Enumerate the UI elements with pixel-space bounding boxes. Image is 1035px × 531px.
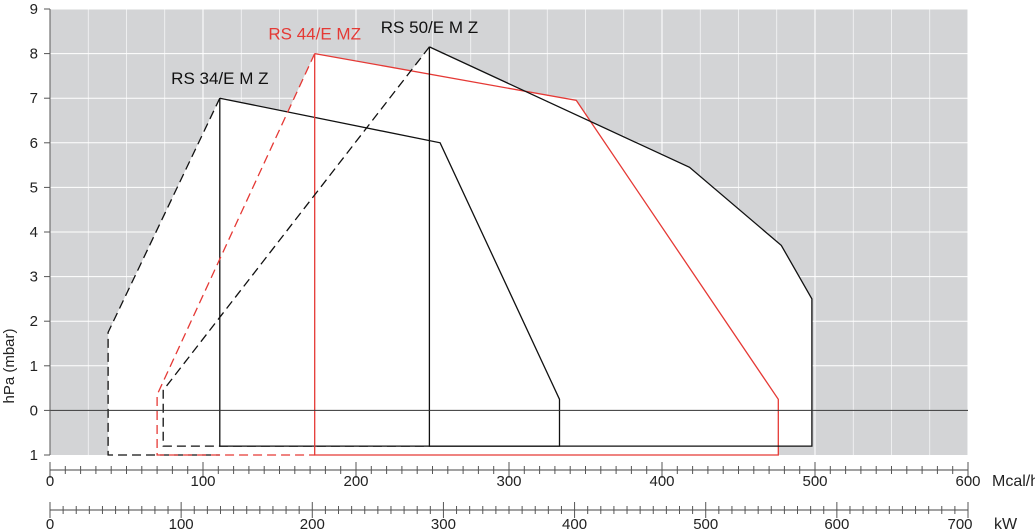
x2-tick-label: 100 xyxy=(169,516,194,531)
x-axis-unit: Mcal/h xyxy=(992,473,1035,490)
x-tick-label: 0 xyxy=(46,473,54,490)
x2-tick-label: 200 xyxy=(300,516,325,531)
y-tick-label: 5 xyxy=(30,179,38,196)
series-start-area xyxy=(163,46,430,447)
series-labels: RS 34/E M Z RS 44/E MZ RS 50/E M Z xyxy=(171,18,478,88)
x2-tick-label: 700 xyxy=(947,516,972,531)
x2-tick-label: 600 xyxy=(824,516,849,531)
series-fill xyxy=(429,46,812,447)
y-tick-label: 1 xyxy=(30,358,38,375)
y-axis-title: hPa (mbar) xyxy=(1,328,18,403)
y-tick-label: 7 xyxy=(30,90,38,107)
series-start-curve xyxy=(162,46,430,447)
y-tick-label: 6 xyxy=(30,135,38,152)
x-tick-label: 400 xyxy=(649,473,674,490)
y-tick-label: 9 xyxy=(30,1,38,18)
x2-tick-label: 0 xyxy=(46,516,54,531)
series-line xyxy=(314,52,779,456)
y-tick-label: 0 xyxy=(30,402,38,419)
y-tick-label: 2 xyxy=(30,313,38,330)
x-tick-label: 500 xyxy=(802,473,827,490)
series-line xyxy=(219,97,561,447)
x-tick-label: 100 xyxy=(190,473,215,490)
y-tick-label: 8 xyxy=(30,46,38,63)
series-label: RS 50/E M Z xyxy=(381,18,478,37)
x-tick-label: 600 xyxy=(955,473,980,490)
y-tick-label: 4 xyxy=(30,224,38,241)
series-label: RS 34/E M Z xyxy=(171,69,268,88)
x-tick-label: 200 xyxy=(343,473,368,490)
series-start-curve xyxy=(156,53,316,456)
x2-tick-label: 400 xyxy=(562,516,587,531)
x2-tick-label: 500 xyxy=(693,516,718,531)
series-label: RS 44/E MZ xyxy=(268,25,361,44)
x-tick-label: 300 xyxy=(496,473,521,490)
series-group xyxy=(107,46,813,456)
x2-tick-label: 300 xyxy=(431,516,456,531)
y-tick-label: 1 xyxy=(30,447,38,464)
x2-axis-unit: kW xyxy=(994,516,1018,531)
y-tick-label: 3 xyxy=(30,269,38,286)
